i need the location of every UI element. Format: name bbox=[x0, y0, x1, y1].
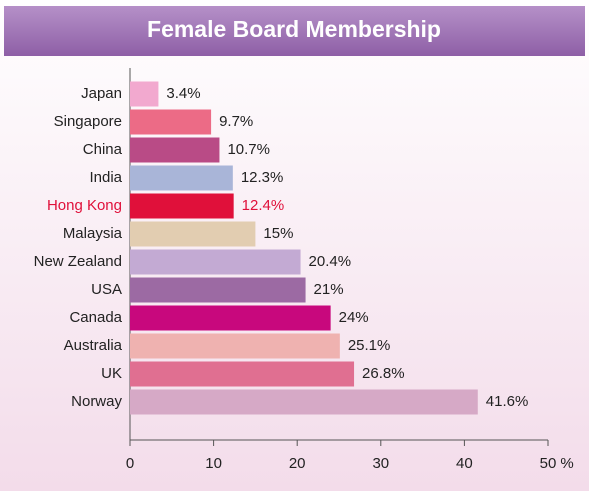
value-label: 20.4% bbox=[309, 253, 352, 270]
x-axis-label: % bbox=[560, 455, 573, 472]
bar bbox=[130, 305, 331, 331]
bar bbox=[130, 277, 306, 303]
bar bbox=[130, 361, 355, 387]
value-label: 26.8% bbox=[362, 365, 405, 382]
y-tick-label: Malaysia bbox=[63, 225, 123, 242]
value-label: 3.4% bbox=[166, 85, 200, 102]
bar bbox=[130, 389, 478, 415]
y-tick-label: China bbox=[83, 141, 123, 158]
y-tick-label: Norway bbox=[71, 393, 122, 410]
y-tick-label: UK bbox=[101, 365, 122, 382]
bar bbox=[130, 81, 159, 107]
chart-title: Female Board Membership bbox=[147, 16, 441, 42]
value-label: 41.6% bbox=[486, 393, 529, 410]
y-tick-label: Japan bbox=[81, 85, 122, 102]
x-tick-label: 20 bbox=[289, 455, 306, 472]
bar bbox=[130, 109, 212, 135]
value-label: 12.4% bbox=[242, 197, 285, 214]
y-tick-label: New Zealand bbox=[34, 253, 122, 270]
value-label: 10.7% bbox=[227, 141, 270, 158]
value-label: 21% bbox=[314, 281, 344, 298]
bar bbox=[130, 333, 340, 359]
y-tick-label: Singapore bbox=[54, 113, 122, 130]
y-tick-label: Canada bbox=[69, 309, 122, 326]
value-label: 12.3% bbox=[241, 169, 284, 186]
bar bbox=[130, 249, 301, 275]
x-tick-label: 0 bbox=[126, 455, 134, 472]
y-tick-label: Hong Kong bbox=[47, 197, 122, 214]
bar bbox=[130, 165, 233, 191]
y-tick-label: USA bbox=[91, 281, 122, 298]
y-tick-label: India bbox=[89, 169, 122, 186]
value-label: 24% bbox=[339, 309, 369, 326]
bar bbox=[130, 221, 256, 247]
title-banner bbox=[4, 6, 585, 56]
value-label: 25.1% bbox=[348, 337, 391, 354]
x-tick-label: 30 bbox=[372, 455, 389, 472]
x-tick-label: 40 bbox=[456, 455, 473, 472]
y-tick-label: Australia bbox=[64, 337, 123, 354]
bar bbox=[130, 137, 220, 163]
x-tick-label: 10 bbox=[205, 455, 222, 472]
bar bbox=[130, 193, 234, 219]
value-label: 15% bbox=[263, 225, 293, 242]
x-tick-label: 50 bbox=[540, 455, 557, 472]
value-label: 9.7% bbox=[219, 113, 253, 130]
